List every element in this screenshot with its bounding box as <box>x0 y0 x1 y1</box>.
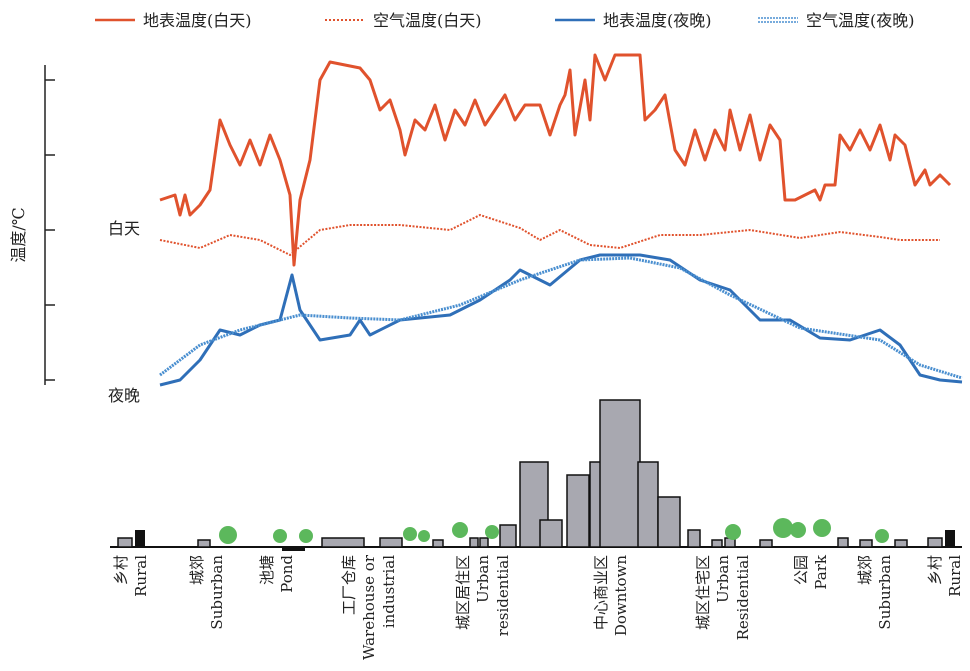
zone-en: Suburban <box>208 555 226 630</box>
zone-en: Downtown <box>612 555 630 636</box>
buildings <box>117 399 955 548</box>
legend-label: 地表温度(白天) <box>143 11 252 30</box>
zone-zh: 乡村 <box>926 555 944 585</box>
day-surface-curve <box>159 53 952 267</box>
zone-labels: 乡村 Rural 城郊 Suburban 池塘 Pond 工厂仓库 Wareho… <box>112 554 964 660</box>
legend-label: 地表温度(夜晚) <box>603 11 712 30</box>
legend-label: 空气温度(白天) <box>373 11 482 30</box>
zone-zh: 公园 <box>792 555 810 585</box>
zone-zh: 中心商业区 <box>592 555 610 630</box>
zone-en: residential <box>494 555 512 636</box>
day-air-curve <box>159 213 940 257</box>
trees <box>219 518 889 544</box>
zone-en: Rural <box>132 555 150 597</box>
night-label: 夜晚 <box>108 386 140 405</box>
zone-zh: 城郊 <box>188 555 206 585</box>
zone-zh: 乡村 <box>112 555 130 585</box>
zone-zh: 工厂仓库 <box>340 555 358 615</box>
zone-en: Suburban <box>876 555 894 630</box>
zone-en: Rural <box>946 555 964 597</box>
day-label: 白天 <box>108 219 140 238</box>
y-axis-label: 温度/℃ <box>9 207 28 262</box>
zone-en: Warehouse or <box>360 554 378 660</box>
zone-en: Urban <box>714 555 732 603</box>
y-axis <box>44 65 55 385</box>
legend-label: 空气温度(夜晚) <box>806 11 915 30</box>
zone-zh: 池塘 <box>258 555 276 585</box>
zone-en: Residential <box>734 555 752 641</box>
zone-en: Urban <box>474 555 492 603</box>
zone-en: Pond <box>278 555 296 593</box>
night-air-curve <box>159 256 963 380</box>
night-surface-curve <box>159 253 963 387</box>
zone-en: industrial <box>380 555 398 628</box>
zone-zh: 城区住宅区 <box>694 555 712 630</box>
zone-zh: 城区居住区 <box>454 555 472 630</box>
zone-zh: 城郊 <box>856 555 874 585</box>
zone-en: Park <box>812 554 830 590</box>
